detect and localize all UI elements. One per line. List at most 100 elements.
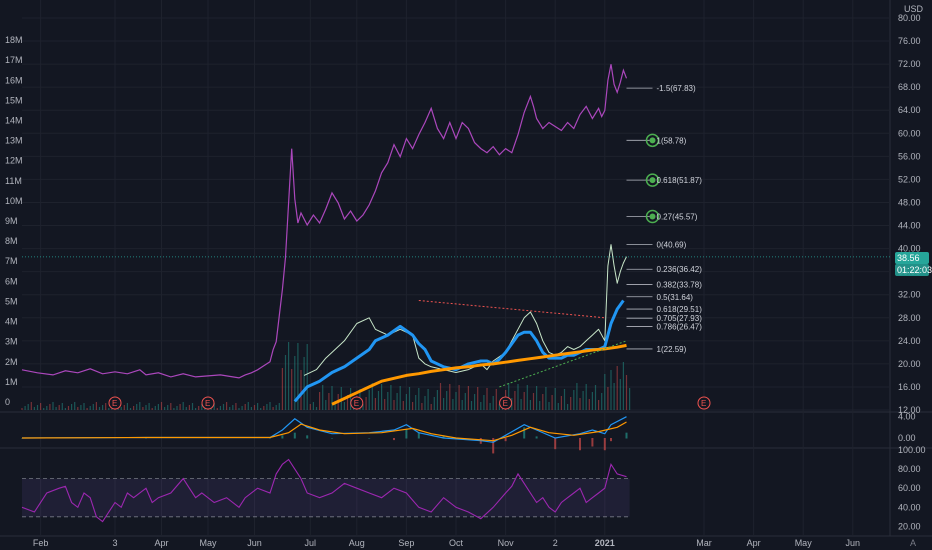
volume-bar bbox=[52, 402, 54, 410]
volume-bar bbox=[607, 387, 609, 410]
volume-bar bbox=[328, 393, 330, 410]
volume-bar bbox=[439, 383, 442, 410]
svg-text:01:22:03: 01:22:03 bbox=[897, 265, 932, 275]
time-axis-tick-label: Mar bbox=[696, 538, 712, 548]
volume-bar bbox=[446, 391, 448, 410]
fib-level-label: 0.27(45.57) bbox=[657, 212, 698, 221]
time-axis-tick-label: 3 bbox=[112, 538, 117, 548]
volume-axis-tick-label: 7M bbox=[5, 256, 18, 266]
volume-axis-tick-label: 17M bbox=[5, 55, 23, 65]
volume-bar bbox=[433, 397, 435, 410]
time-axis-tick-label: Aug bbox=[349, 538, 365, 548]
time-axis-tick-label: May bbox=[199, 538, 217, 548]
earnings-marker-icon bbox=[499, 396, 513, 410]
volume-bar bbox=[142, 407, 144, 410]
volume-axis-tick-label: 5M bbox=[5, 296, 18, 306]
time-axis-tick-label: May bbox=[795, 538, 813, 548]
volume-bar bbox=[390, 385, 392, 410]
earnings-marker-label: E bbox=[205, 399, 210, 408]
time-axis-tick-label: Jun bbox=[247, 538, 262, 548]
volume-bar bbox=[291, 369, 293, 410]
price-line bbox=[303, 244, 627, 376]
volume-bar bbox=[532, 393, 535, 410]
volume-bar bbox=[281, 368, 283, 410]
macd-histogram-bar bbox=[417, 432, 420, 439]
volume-bar bbox=[387, 392, 389, 410]
volume-bar bbox=[151, 408, 153, 410]
volume-axis-tick-label: 2M bbox=[5, 357, 18, 367]
volume-bar bbox=[36, 405, 39, 410]
volume-axis-tick-label: 9M bbox=[5, 216, 18, 226]
macd-histogram-bar bbox=[492, 438, 495, 454]
time-axis-tick-label: Apr bbox=[154, 538, 168, 548]
macd-histogram-bar bbox=[504, 438, 507, 442]
volume-bar bbox=[418, 388, 420, 410]
rsi-band-fill bbox=[22, 478, 630, 517]
volume-bar bbox=[40, 403, 42, 410]
fib-level-label: 0.382(33.78) bbox=[657, 280, 703, 289]
volume-bar bbox=[198, 406, 200, 410]
rsi-axis-tick-label: 80.00 bbox=[898, 464, 921, 474]
volume-bar bbox=[219, 406, 221, 410]
rsi-panel[interactable] bbox=[21, 458, 630, 523]
volume-bar bbox=[244, 404, 246, 410]
macd-histogram-bar bbox=[535, 436, 538, 439]
support-trendline bbox=[499, 340, 627, 388]
volume-bar bbox=[470, 401, 473, 410]
volume-bar bbox=[350, 388, 352, 410]
volume-bar bbox=[58, 405, 60, 410]
macd-panel[interactable] bbox=[21, 416, 628, 454]
volume-bar bbox=[164, 407, 166, 410]
last-price-badge: 38.56 01:22:03 bbox=[895, 252, 932, 276]
ema-slow-line bbox=[331, 343, 627, 406]
volume-bar bbox=[250, 407, 252, 410]
volume-bar bbox=[594, 385, 597, 410]
volume-bar bbox=[266, 404, 268, 410]
volume-axis-tick-label: 11M bbox=[5, 176, 22, 186]
volume-bar bbox=[393, 400, 395, 410]
volume-bar bbox=[616, 366, 618, 410]
volume-bar bbox=[430, 404, 432, 410]
rsi-axis-tick-label: 20.00 bbox=[898, 521, 921, 531]
volume-bar bbox=[126, 403, 128, 410]
volume-bar bbox=[526, 385, 528, 410]
volume-bar bbox=[421, 403, 423, 410]
rsi-axis-tick-label: 60.00 bbox=[898, 483, 921, 493]
fib-level-label: 1(22.59) bbox=[657, 345, 687, 354]
volume-bar bbox=[551, 395, 553, 410]
volume-bar bbox=[570, 397, 572, 410]
volume-bar bbox=[86, 408, 88, 410]
volume-bar bbox=[260, 408, 262, 410]
volume-bar bbox=[232, 405, 234, 410]
volume-bar bbox=[365, 397, 367, 410]
volume-bar bbox=[622, 362, 624, 410]
volume-bar bbox=[563, 389, 566, 410]
volume-axis-tick-label: 14M bbox=[5, 115, 23, 125]
volume-bar bbox=[477, 387, 479, 410]
volume-bar bbox=[49, 404, 51, 410]
volume-bar bbox=[64, 408, 66, 410]
volume-bar bbox=[157, 404, 159, 410]
price-axis-tick-label: 68.00 bbox=[898, 82, 921, 92]
volume-bar bbox=[139, 402, 141, 410]
volume-bar bbox=[108, 408, 110, 410]
earnings-marker-icon bbox=[108, 396, 122, 410]
price-panel[interactable]: -1.5(67.83) 1(58.78) 0.618(51.87) 0.27(45.5… bbox=[21, 64, 890, 410]
time-axis-tick-label: Oct bbox=[449, 538, 464, 548]
volume-bar bbox=[567, 404, 569, 410]
target-icon bbox=[645, 133, 660, 148]
rsi-axis-tick-label: 100.00 bbox=[898, 445, 926, 455]
macd-histogram-bar bbox=[591, 438, 594, 447]
fib-level-label: 0.236(36.42) bbox=[657, 265, 703, 274]
volume-bar bbox=[319, 392, 321, 410]
volume-bar bbox=[21, 408, 23, 410]
macd-histogram-bar bbox=[405, 428, 408, 439]
volume-bar bbox=[263, 406, 265, 410]
volume-bar bbox=[297, 343, 299, 410]
volume-bar bbox=[576, 383, 578, 410]
fib-level-label: 0.618(51.87) bbox=[657, 176, 703, 185]
price-axis-tick-label: 52.00 bbox=[898, 174, 921, 184]
macd-histogram-bar bbox=[368, 438, 371, 439]
fib-level-label: 0(40.69) bbox=[657, 241, 687, 250]
